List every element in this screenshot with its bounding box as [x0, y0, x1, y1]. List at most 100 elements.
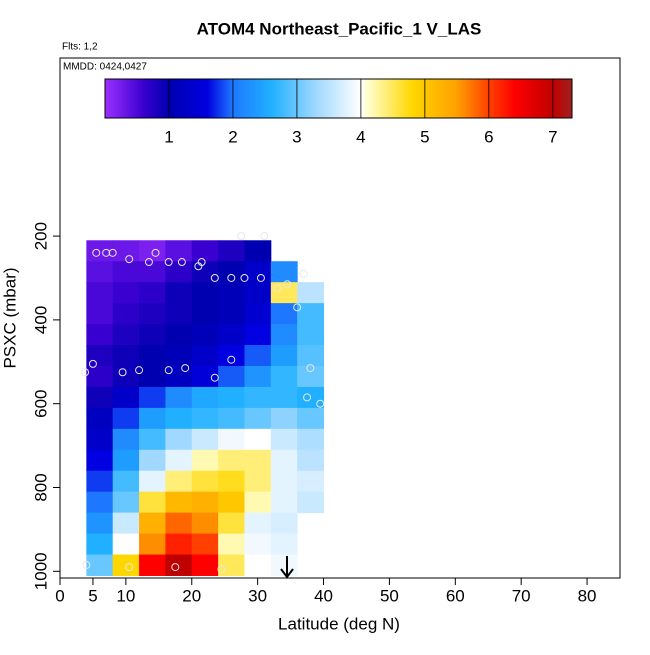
heatmap-cell [86, 428, 114, 451]
heatmap-cell [139, 449, 166, 472]
heatmap-cell [139, 470, 166, 493]
heatmap-cell [139, 533, 166, 556]
heatmap-cell [270, 345, 298, 367]
heatmap-cell [165, 533, 193, 556]
heatmap-cell [86, 407, 114, 430]
heatmap-cell [297, 282, 325, 304]
chart-title: ATOM4 Northeast_Pacific_1 V_LAS [197, 19, 482, 38]
heatmap-cell [191, 240, 219, 262]
heatmap-cell [112, 533, 140, 556]
heatmap-cell [191, 386, 219, 409]
sample-point [144, 258, 153, 267]
heatmap-cell [139, 512, 166, 535]
sample-point [181, 364, 190, 373]
heatmap-cell [218, 491, 245, 514]
sample-point [303, 393, 312, 402]
heatmap-cell [139, 261, 166, 283]
heatmap-cell [270, 261, 298, 283]
heatmap-cell [112, 345, 140, 367]
sample-point [256, 273, 265, 282]
heatmap-cell [218, 261, 245, 283]
y-tick-label: 200 [31, 222, 50, 250]
heatmap-cell [244, 240, 272, 262]
heatmap-cell [270, 324, 298, 346]
heatmap-cell [86, 303, 114, 325]
heatmap-cell [244, 407, 272, 430]
heatmap-cell [86, 386, 114, 409]
sample-point [299, 269, 308, 278]
colorbar-tick-label: 1 [164, 127, 173, 146]
heatmap-cell [112, 407, 140, 430]
heatmap-cell [165, 240, 193, 262]
heatmap-cell [86, 345, 114, 367]
heatmap-cell [139, 428, 166, 451]
heatmap-cell [244, 491, 272, 514]
heatmap-cell [191, 303, 219, 325]
y-tick-label: 600 [31, 390, 50, 418]
x-tick-label: 0 [55, 586, 64, 605]
x-tick-label: 70 [512, 586, 531, 605]
heatmap-cell [244, 282, 272, 304]
heatmap-cell [112, 240, 140, 262]
sample-point [164, 258, 173, 267]
sample-point [151, 248, 160, 257]
heatmap-cell [86, 554, 114, 576]
heatmap-cell [244, 512, 272, 535]
heatmap-cell [139, 324, 166, 346]
sample-point [81, 368, 90, 377]
sample-point [210, 273, 219, 282]
heatmap-cell [165, 407, 193, 430]
heatmap-cell [86, 470, 114, 493]
heatmap-cell [244, 428, 272, 451]
heatmap-cell [270, 533, 298, 556]
colorbar-tick-label: 3 [292, 127, 301, 146]
colorbar [104, 78, 573, 119]
colorbar-tick-label: 5 [420, 127, 429, 146]
heatmap-cell [112, 324, 140, 346]
heatmap-cell [244, 303, 272, 325]
sample-point [293, 303, 302, 312]
axes: 0 5 10 20 30 40 50 60 70 80 200 400 600 800 1000 [31, 222, 596, 606]
heatmap-cell [218, 470, 245, 493]
heatmap-cell [139, 303, 166, 325]
heatmap-cell [165, 470, 193, 493]
heatmap-cell [139, 407, 166, 430]
heatmap-cell [139, 282, 166, 304]
heatmap-cell [139, 386, 166, 409]
colorbar-ticks: 1 2 3 4 5 6 7 [164, 79, 558, 146]
heatmap-cell [191, 491, 219, 514]
heatmap-cell [218, 428, 245, 451]
x-tick-label: 60 [446, 586, 465, 605]
heatmap-cell [191, 324, 219, 346]
heatmap-cell [165, 512, 193, 535]
sample-point [197, 258, 206, 267]
x-tick-label: 80 [578, 586, 597, 605]
x-tick-label: 30 [248, 586, 267, 605]
heatmap-cell [297, 324, 325, 346]
sample-point [177, 258, 186, 267]
sample-point [88, 359, 97, 368]
heatmap-cell [270, 282, 298, 304]
heatmap-cell [112, 428, 140, 451]
heatmap-cell [297, 407, 325, 430]
heatmap-cell [270, 365, 298, 388]
colorbar-tick-label: 2 [228, 127, 237, 146]
y-tick-label: 1000 [31, 552, 50, 590]
heatmap-cell [112, 386, 140, 409]
heatmap-cell [218, 512, 245, 535]
position-arrow [280, 556, 294, 579]
x-tick-label: 5 [88, 586, 97, 605]
heatmap-cell [112, 303, 140, 325]
x-tick-label: 50 [380, 586, 399, 605]
heatmap-cell [165, 303, 193, 325]
heatmap-cell [270, 491, 298, 514]
flights-label: Flts: 1,2 [62, 42, 98, 53]
heatmap-cell [86, 261, 114, 283]
heatmap-cell [165, 324, 193, 346]
sample-point [217, 565, 226, 574]
heatmap-cell [191, 554, 219, 576]
heatmap-cell [191, 261, 219, 283]
heatmap-cell [165, 428, 193, 451]
heatmap-cell [244, 533, 272, 556]
sample-point [125, 255, 134, 264]
